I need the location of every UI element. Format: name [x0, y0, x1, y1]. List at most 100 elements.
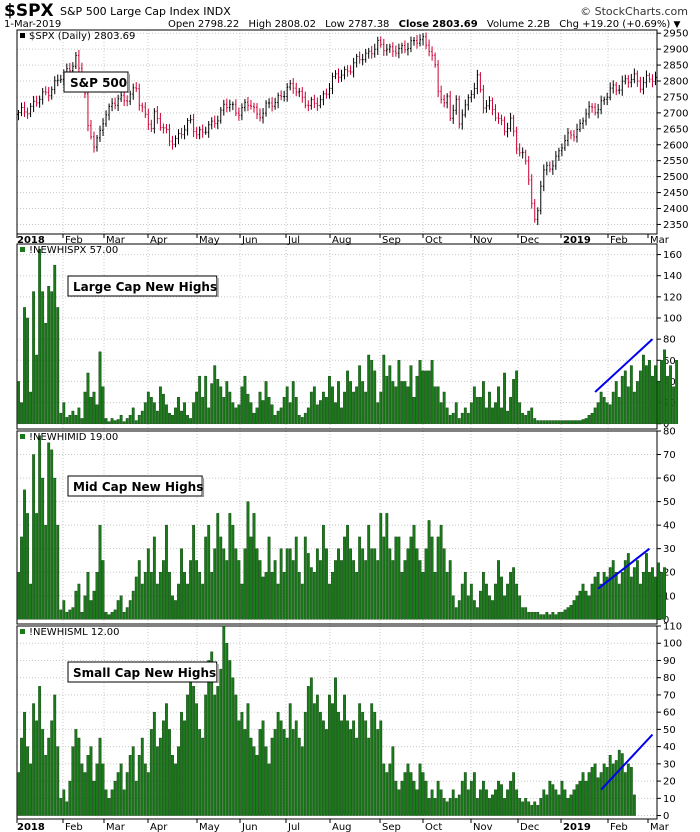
bar — [116, 419, 120, 424]
stockcharts-brand[interactable]: © StockCharts.com — [580, 5, 688, 18]
bar — [149, 572, 153, 620]
bar — [101, 560, 105, 620]
bar — [503, 798, 506, 816]
bar — [270, 737, 274, 816]
bar — [119, 595, 123, 620]
bar — [545, 612, 549, 620]
bar — [349, 381, 352, 424]
bar — [59, 798, 63, 816]
bar — [412, 397, 416, 424]
bar — [65, 417, 69, 424]
bar — [629, 365, 633, 424]
bar — [412, 524, 416, 620]
bar — [74, 729, 78, 816]
panel-frame — [16, 29, 658, 235]
bar — [373, 548, 377, 620]
bar — [38, 249, 42, 424]
x-tick-label: Oct — [425, 235, 442, 246]
bar — [358, 365, 362, 424]
bar — [611, 763, 615, 816]
bar — [23, 711, 26, 816]
bar — [198, 729, 202, 816]
x-tick-label: 2018 — [17, 235, 45, 246]
bar — [337, 711, 340, 816]
bar — [614, 381, 618, 424]
bar — [346, 524, 349, 620]
bar — [578, 590, 582, 620]
bar — [116, 772, 120, 816]
bar — [318, 711, 322, 816]
bar — [403, 772, 407, 816]
bar — [666, 375, 669, 424]
bar — [430, 789, 434, 816]
bar — [536, 612, 540, 620]
bar — [352, 391, 356, 424]
bar — [445, 801, 449, 816]
y-tick-label: 80 — [663, 335, 676, 346]
bar — [536, 805, 540, 816]
bar — [68, 609, 72, 620]
bar — [264, 381, 268, 424]
x-tick-label: Sep — [382, 822, 401, 832]
bar — [457, 418, 461, 424]
bar — [155, 746, 159, 816]
bar — [207, 407, 211, 424]
bar — [255, 548, 259, 620]
bar — [509, 780, 512, 816]
bar — [584, 418, 588, 424]
bar — [530, 612, 534, 620]
bar — [593, 576, 597, 620]
bar — [463, 772, 467, 816]
bar — [140, 737, 144, 816]
bar — [140, 410, 144, 424]
bar — [521, 412, 525, 424]
bar — [137, 415, 141, 424]
panel-2 — [16, 430, 661, 625]
bar — [261, 720, 265, 816]
bar — [288, 703, 292, 816]
bar — [322, 524, 325, 620]
bar — [418, 560, 422, 620]
bar — [107, 421, 111, 424]
bar — [122, 421, 126, 424]
bar — [605, 402, 609, 424]
bar — [427, 520, 431, 620]
bar — [599, 583, 603, 620]
bar — [222, 625, 226, 816]
bar — [469, 780, 473, 816]
bar — [17, 381, 20, 424]
bar — [29, 391, 32, 424]
bar — [611, 391, 615, 424]
bar — [343, 694, 346, 816]
bar — [222, 548, 226, 620]
bar — [68, 415, 72, 424]
high-label: High — [248, 19, 272, 30]
bar — [41, 291, 45, 424]
bar — [213, 365, 217, 424]
bar — [44, 755, 48, 816]
bar — [515, 583, 519, 620]
bar — [626, 763, 630, 816]
bar — [258, 391, 262, 424]
bar — [89, 397, 93, 424]
bar — [219, 536, 223, 620]
bar — [80, 612, 84, 620]
y-tick-label: 40 — [663, 521, 676, 532]
bar — [158, 737, 162, 816]
bar — [231, 677, 235, 816]
bar — [370, 360, 374, 424]
bar — [222, 397, 226, 424]
bar — [312, 386, 316, 424]
bar — [587, 772, 591, 816]
bar — [337, 548, 340, 620]
bar — [306, 407, 310, 424]
bar — [83, 772, 87, 816]
bar — [629, 767, 633, 816]
bar — [596, 572, 600, 620]
bar — [201, 583, 205, 620]
bar — [454, 607, 458, 620]
bar — [177, 583, 180, 620]
bar — [367, 737, 371, 816]
bar — [26, 746, 29, 816]
